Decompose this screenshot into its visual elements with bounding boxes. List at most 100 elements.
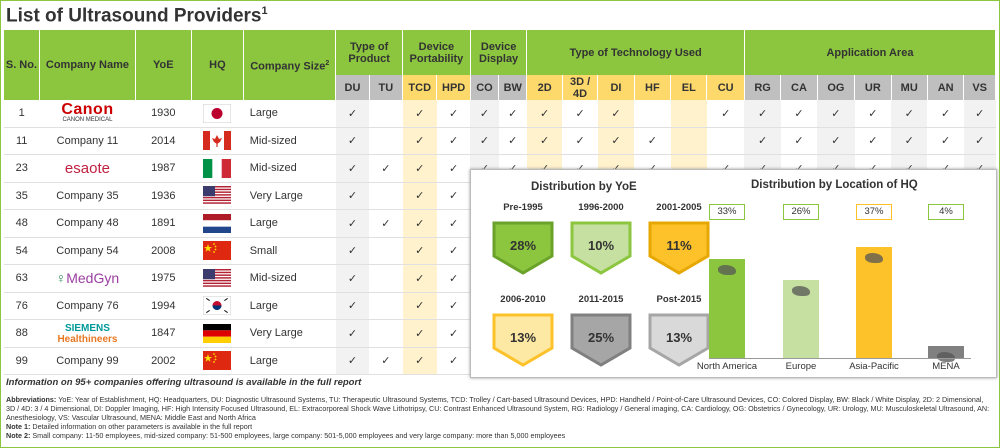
row-company: Canon CANON MEDICAL [39, 100, 136, 128]
check-icon: ✓ [780, 127, 818, 155]
row-company: Company 11 [39, 127, 136, 155]
subcol-ur: UR [854, 75, 892, 100]
check-icon: ✓ [634, 127, 671, 155]
check-icon: ✓ [402, 127, 437, 155]
row-yoe: 1891 [135, 209, 192, 238]
subcol-du: DU [335, 75, 370, 100]
check-icon: ✓ [562, 100, 598, 128]
group-product: Type of Product [335, 30, 404, 75]
row-size: Very Large [243, 319, 336, 348]
group-display: Device Display [470, 30, 528, 75]
hq-axis [709, 358, 971, 359]
row-yoe: 2008 [135, 237, 192, 265]
check-icon: ✓ [817, 127, 855, 155]
check-icon: ✓ [402, 292, 437, 320]
check-icon [369, 264, 403, 293]
flag-icon-jp [191, 100, 244, 128]
check-icon: ✓ [498, 127, 527, 155]
yoe-bar-0: 28% [492, 221, 554, 275]
check-icon: ✓ [854, 127, 892, 155]
check-icon: ✓ [436, 264, 471, 293]
row-company: Company 48 [39, 209, 136, 238]
check-icon: ✓ [436, 127, 471, 155]
hq-bar-mena [928, 346, 964, 362]
check-icon [634, 100, 671, 128]
check-icon: ✓ [436, 347, 471, 375]
check-icon [670, 100, 707, 128]
subcol-cu: CU [706, 75, 745, 100]
region-map-icon [718, 265, 736, 275]
check-icon: ✓ [706, 100, 745, 128]
subcol-hpd: HPD [436, 75, 471, 100]
subcol-rg: RG [744, 75, 782, 100]
flag-icon-us [191, 264, 244, 293]
yoe-bar-2: 11% [648, 221, 710, 275]
row-size: Small [243, 237, 336, 265]
hq-value-label: 26% [783, 204, 819, 220]
check-icon [369, 127, 403, 155]
flag-icon-ca [191, 127, 244, 155]
hq-category-label: Asia-Pacific [849, 361, 899, 372]
row-company: ♀MedGyn [39, 264, 136, 293]
yoe-value-label: 11% [666, 238, 692, 253]
yoe-category-label: 2011-2015 [578, 294, 624, 305]
check-icon: ✓ [369, 154, 403, 183]
flag-icon-cn [191, 347, 244, 375]
check-icon: ✓ [402, 319, 437, 348]
yoe-value-label: 25% [588, 330, 614, 345]
check-icon: ✓ [335, 100, 370, 128]
group-application: Application Area [744, 30, 997, 75]
check-icon: ✓ [402, 100, 437, 128]
row-sno: 54 [4, 237, 40, 265]
check-icon: ✓ [335, 319, 370, 348]
row-size: Mid-sized [243, 154, 336, 183]
subcol-3d-4d: 3D / 4D [562, 75, 599, 100]
check-icon [369, 237, 403, 265]
check-icon: ✓ [891, 127, 928, 155]
check-icon: ✓ [526, 127, 563, 155]
check-icon: ✓ [562, 127, 598, 155]
hq-bar-europe [783, 280, 819, 358]
row-sno: 48 [4, 209, 40, 238]
canon-logo-sub: CANON MEDICAL [62, 116, 113, 123]
check-icon: ✓ [402, 182, 437, 210]
row-sno: 11 [4, 127, 40, 155]
check-icon: ✓ [436, 154, 471, 183]
check-icon [369, 292, 403, 320]
region-map-icon [937, 352, 955, 362]
hq-bar-north-america [709, 259, 745, 358]
row-sno: 76 [4, 292, 40, 320]
row-sno: 88 [4, 319, 40, 348]
region-map-icon [792, 286, 810, 296]
group-portability: Device Portability [402, 30, 471, 75]
row-size: Very Large [243, 182, 336, 210]
subcol-ca: CA [780, 75, 818, 100]
row-size: Large [243, 347, 336, 375]
row-yoe: 2002 [135, 347, 192, 375]
check-icon: ✓ [335, 237, 370, 265]
page-title: List of Ultrasound Providers1 [6, 5, 268, 27]
yoe-category-label: Post-2015 [656, 294, 702, 305]
check-icon: ✓ [436, 237, 471, 265]
flag-icon-de [191, 319, 244, 348]
col-size: Company Size2 [243, 30, 337, 100]
subcol-an: AN [927, 75, 965, 100]
yoe-value-label: 10% [588, 238, 614, 253]
row-company: esaote [39, 154, 136, 183]
check-icon: ✓ [526, 100, 563, 128]
row-size: Large [243, 292, 336, 320]
check-icon: ✓ [854, 100, 892, 128]
row-yoe: 1847 [135, 319, 192, 348]
subcol-bw: BW [498, 75, 528, 100]
yoe-category-label: 2001-2005 [656, 202, 702, 213]
check-icon: ✓ [597, 127, 635, 155]
check-icon: ✓ [927, 100, 964, 128]
check-icon: ✓ [335, 209, 370, 238]
row-size: Large [243, 100, 336, 128]
flag-icon-it [191, 154, 244, 183]
row-yoe: 1936 [135, 182, 192, 210]
flag-icon-us [191, 182, 244, 210]
siemens-logo: SIEMENS [64, 322, 110, 334]
yoe-value-label: 28% [510, 238, 536, 253]
flag-icon-nl [191, 209, 244, 238]
